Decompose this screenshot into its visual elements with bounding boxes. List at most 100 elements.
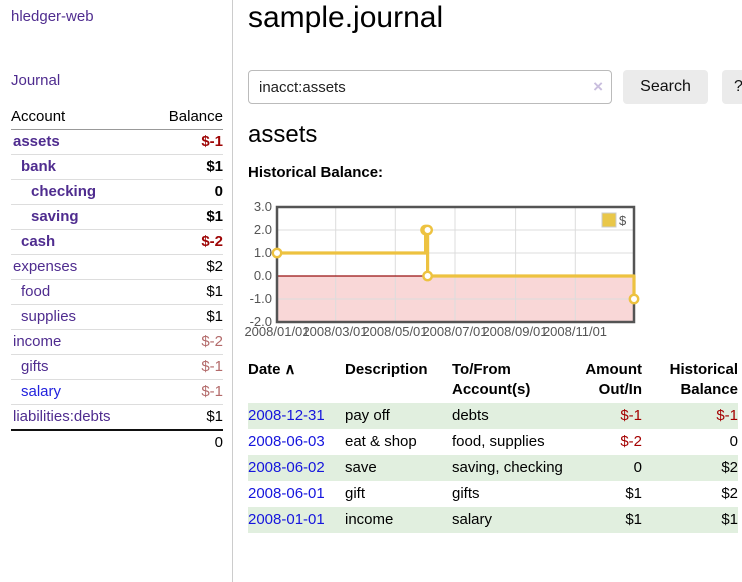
y-tick-label: 2.0	[253, 222, 272, 237]
account-balance: $1	[206, 158, 223, 175]
account-row: checking 0	[11, 179, 223, 205]
account-link-income[interactable]: income	[13, 333, 62, 350]
transaction-date-link[interactable]: 2008-06-01	[248, 485, 325, 502]
transaction-amount: $1	[625, 485, 642, 502]
account-link-checking[interactable]: checking	[31, 183, 97, 200]
accounts-table: Account Balance assets $-1 bank $1 check…	[11, 105, 223, 455]
transaction-balance: $-1	[716, 407, 738, 424]
transactions-header-row: Date ∧ Description To/From Account(s) Amo…	[248, 360, 738, 403]
account-link-liabilities-debts[interactable]: liabilities:debts	[13, 408, 111, 425]
transaction-accounts: salary	[452, 511, 493, 528]
sidebar: hledger-web Journal Account Balance asse…	[0, 0, 233, 582]
account-balance: $1	[206, 308, 223, 325]
transaction-balance: $2	[721, 485, 738, 502]
header-historical-balance: Historical Balance	[669, 361, 738, 398]
accounts-total-balance: 0	[214, 434, 223, 451]
account-row: cash $-2	[11, 229, 223, 255]
transaction-row: 2008-06-02 save saving, checking 0 $2	[248, 455, 738, 481]
gridlines	[277, 207, 634, 322]
account-link-supplies[interactable]: supplies	[21, 308, 77, 325]
account-link-assets[interactable]: assets	[13, 133, 60, 150]
search-help-button[interactable]: ?	[722, 70, 742, 104]
x-tick-label: 2008/07/01	[422, 324, 488, 339]
app-brand-link[interactable]: hledger-web	[11, 8, 94, 25]
account-row: saving $1	[11, 204, 223, 230]
account-balance: $-1	[201, 358, 223, 375]
transaction-description: pay off	[345, 407, 390, 424]
transaction-balance: 0	[729, 433, 738, 450]
account-row: supplies $1	[11, 304, 223, 330]
account-row: bank $1	[11, 154, 223, 180]
sidebar-item-journal[interactable]: Journal	[11, 72, 61, 89]
transaction-row: 2008-01-01 income salary $1 $1	[248, 507, 738, 533]
account-link-expenses[interactable]: expenses	[13, 258, 78, 275]
header-description: Description	[345, 361, 428, 378]
transaction-date-link[interactable]: 2008-06-02	[248, 459, 325, 476]
chart-plot-area: $	[271, 205, 640, 324]
search-input[interactable]	[248, 70, 612, 104]
transaction-amount: $1	[625, 511, 642, 528]
search-form: × Search ?	[248, 70, 742, 104]
accounts-total-row: 0	[11, 430, 223, 455]
legend-swatch	[601, 212, 617, 228]
transaction-date-link[interactable]: 2008-06-03	[248, 433, 325, 450]
legend-label: $	[619, 213, 627, 228]
account-row: income $-2	[11, 329, 223, 355]
transaction-balance: $2	[721, 459, 738, 476]
account-balance: 0	[214, 183, 223, 200]
y-tick-label: 3.0	[253, 199, 272, 214]
accounts-header-balance: Balance	[168, 108, 223, 125]
transaction-balance: $1	[721, 511, 738, 528]
x-tick-label: 2008/03/01	[302, 324, 368, 339]
transaction-date-link[interactable]: 2008-01-01	[248, 511, 325, 528]
y-tick-label: -1.0	[249, 291, 272, 306]
account-link-gifts[interactable]: gifts	[21, 358, 49, 375]
account-balance: $-2	[201, 233, 223, 250]
x-tick-label: 2008/09/01	[482, 324, 548, 339]
chart-heading: Historical Balance:	[248, 164, 384, 181]
x-tick-label: 2008/05/01	[362, 324, 428, 339]
account-link-cash[interactable]: cash	[21, 233, 56, 250]
header-date-label: Date	[248, 361, 281, 378]
account-link-bank[interactable]: bank	[21, 158, 57, 175]
account-balance: $2	[206, 258, 223, 275]
transaction-amount: $-1	[620, 407, 642, 424]
transaction-amount: $-2	[620, 433, 642, 450]
plot-border	[275, 205, 636, 324]
transactions-table: Date ∧ Description To/From Account(s) Amo…	[248, 360, 738, 533]
account-row: expenses $2	[11, 254, 223, 280]
account-balance: $-1	[201, 133, 223, 150]
header-date[interactable]: Date ∧	[248, 360, 345, 403]
main-content: sample.journal × Search ? assets Histori…	[234, 0, 742, 582]
clear-search-icon[interactable]: ×	[593, 77, 603, 96]
accounts-header-account: Account	[11, 108, 66, 125]
accounts-header-row: Account Balance	[11, 105, 223, 130]
transaction-description: gift	[345, 485, 366, 502]
header-tofrom-accounts: To/From Account(s)	[452, 361, 531, 398]
y-tick-label: -2.0	[249, 314, 272, 329]
account-link-salary[interactable]: salary	[21, 383, 62, 400]
transaction-accounts: debts	[452, 407, 489, 424]
transaction-row: 2008-12-31 pay off debts $-1 $-1	[248, 403, 738, 429]
x-tick-label: 2008/01/01	[244, 324, 310, 339]
account-row: gifts $-1	[11, 354, 223, 380]
account-row: salary $-1	[11, 379, 223, 405]
account-link-food[interactable]: food	[21, 283, 51, 300]
account-row: assets $-1	[11, 130, 223, 155]
transaction-accounts: saving, checking	[452, 459, 563, 476]
account-row: liabilities:debts $1	[11, 404, 223, 431]
account-balance: $-1	[201, 383, 223, 400]
transaction-amount: 0	[633, 459, 642, 476]
x-tick-label: 2008/11/01	[542, 324, 608, 339]
chart-legend: $	[601, 212, 627, 228]
data-point-markers	[271, 224, 640, 305]
transaction-accounts: food, supplies	[452, 433, 545, 450]
search-button[interactable]: Search	[623, 70, 708, 104]
transaction-accounts: gifts	[452, 485, 480, 502]
account-row: food $1	[11, 279, 223, 305]
transaction-description: income	[345, 511, 394, 528]
transaction-date-link[interactable]: 2008-12-31	[248, 407, 325, 424]
account-link-saving[interactable]: saving	[31, 208, 79, 225]
transaction-row: 2008-06-03 eat & shop food, supplies $-2…	[248, 429, 738, 455]
transaction-row: 2008-06-01 gift gifts $1 $2	[248, 481, 738, 507]
